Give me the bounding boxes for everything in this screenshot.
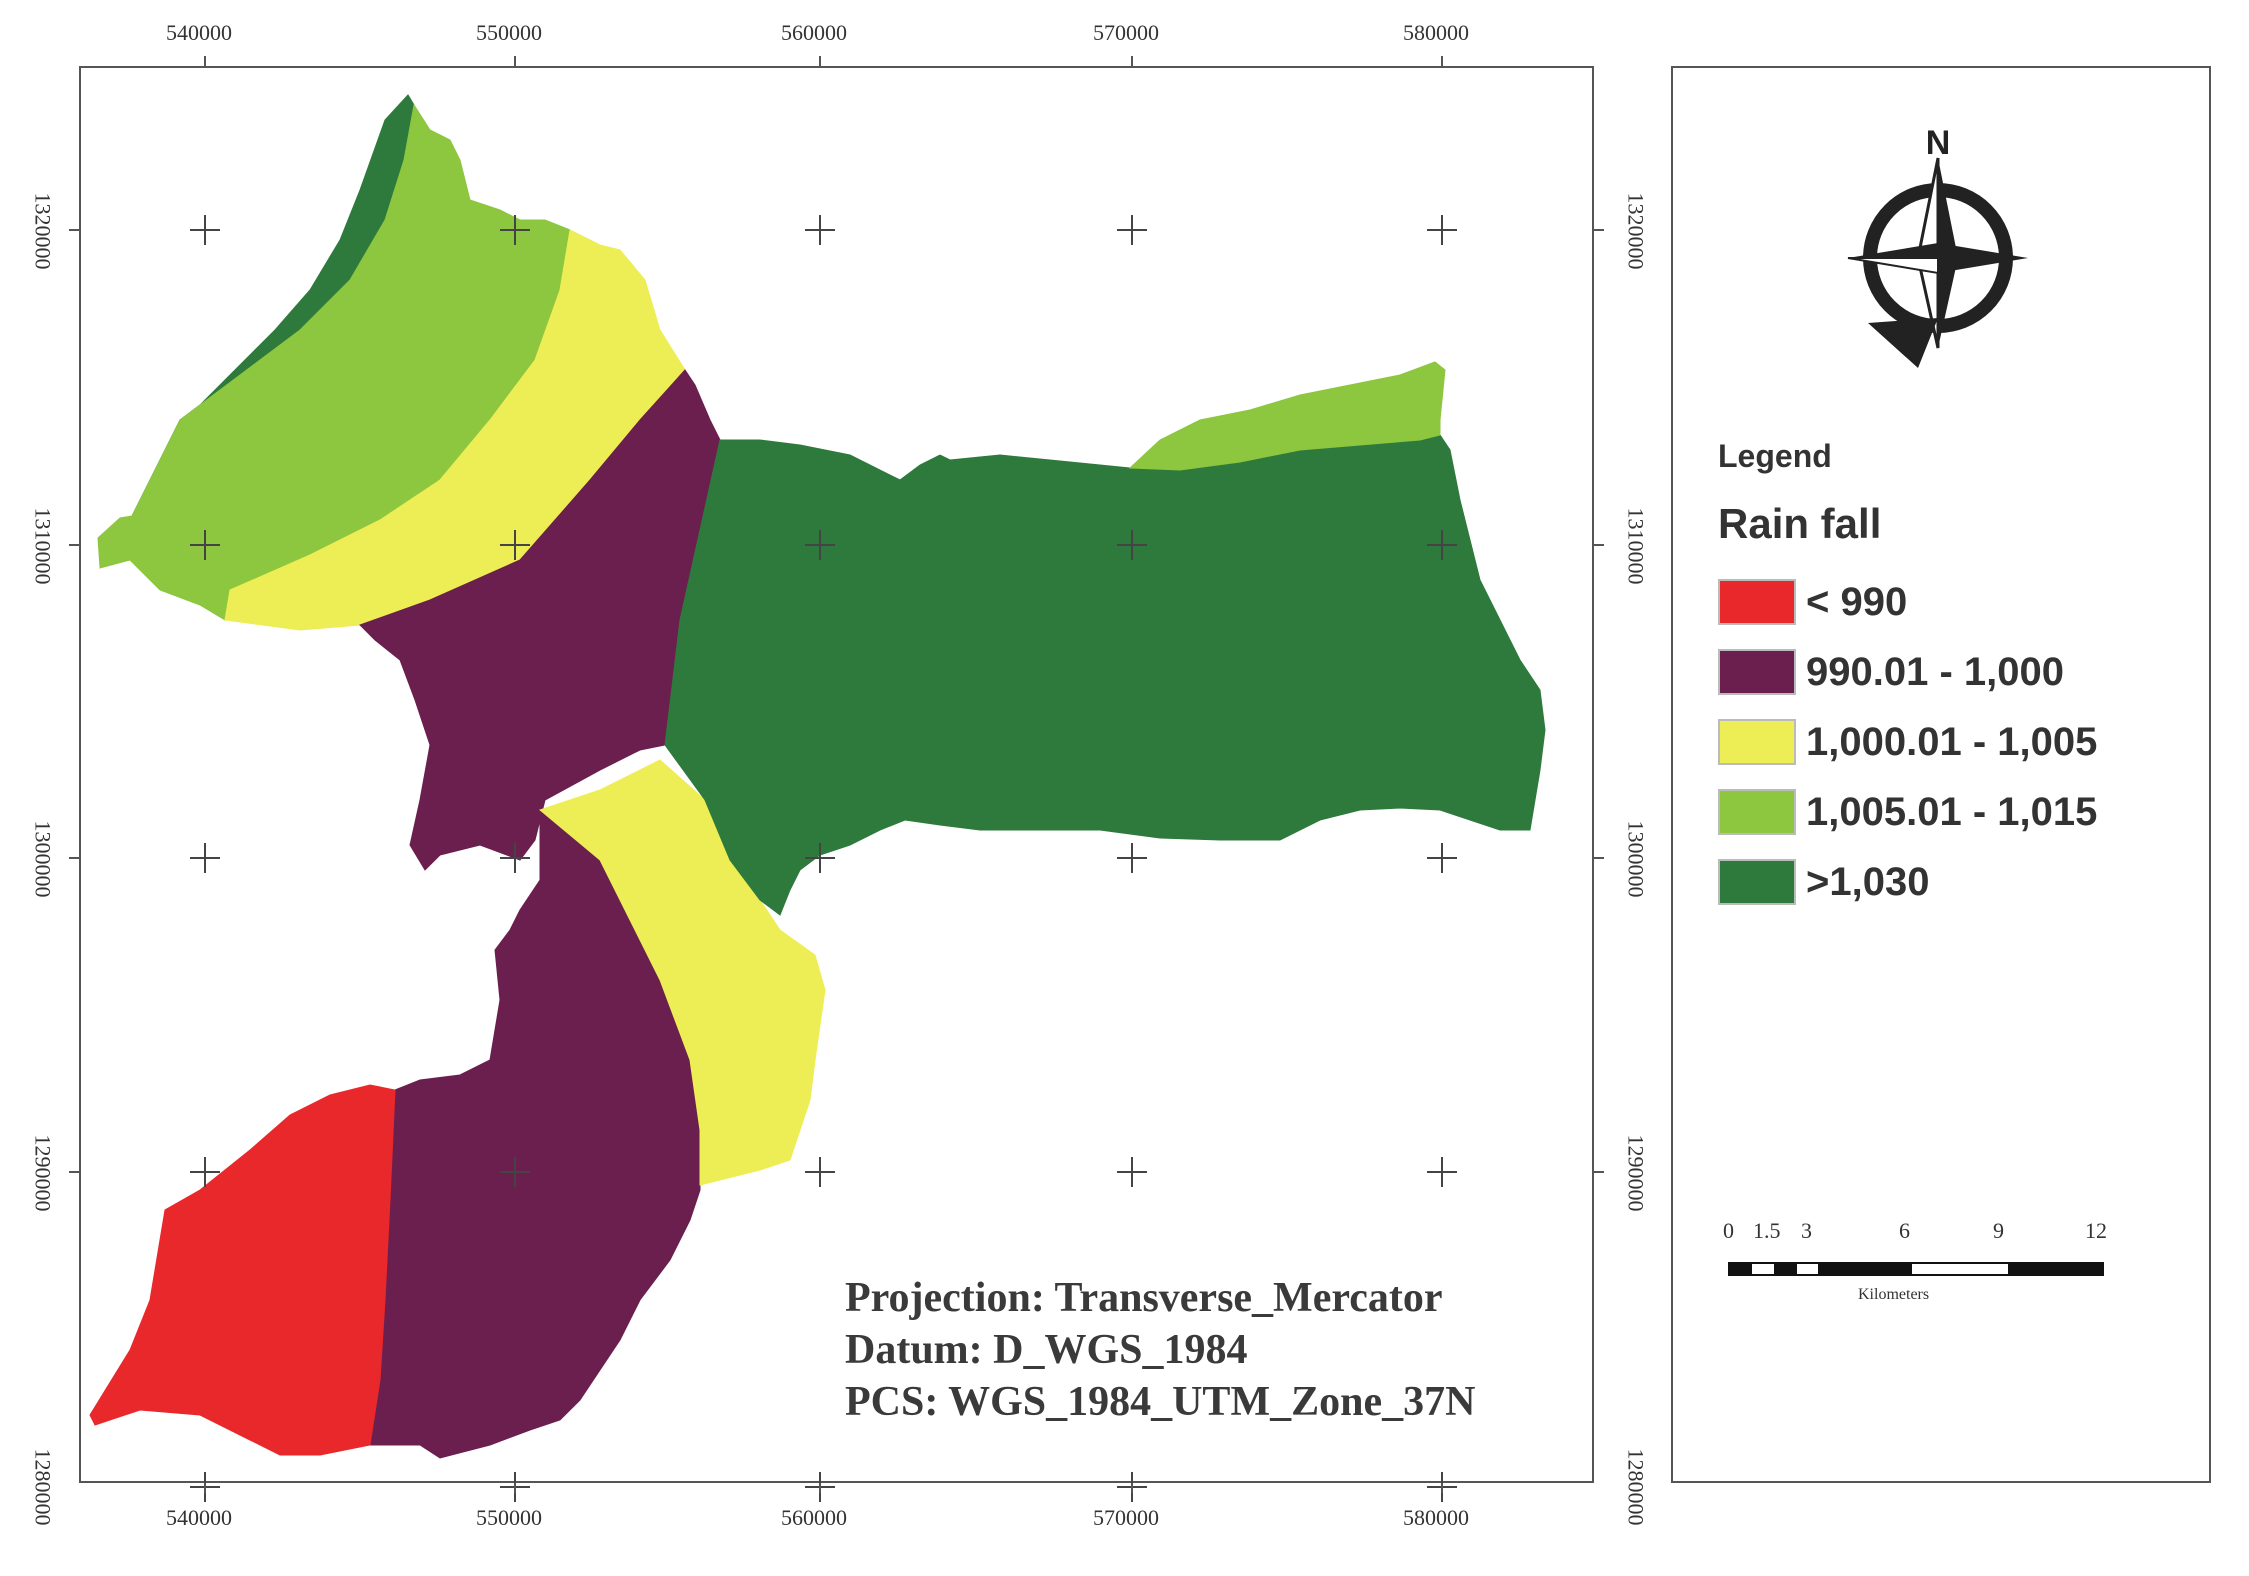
x-tick-top-580000: 580000 bbox=[1403, 20, 1469, 45]
y-tick-right-1280000: 1280000 bbox=[1623, 1448, 1649, 1526]
zone-990-1000-central bbox=[359, 369, 721, 871]
x-tick-top-570000: 570000 bbox=[1093, 20, 1159, 45]
scale-unit: Kilometers bbox=[1858, 1286, 1930, 1303]
scale-label-0: 0 bbox=[1723, 1218, 1734, 1243]
scale-label-9: 9 bbox=[1993, 1218, 2004, 1243]
legend-item: 1,005.01 - 1,015 bbox=[1718, 786, 2097, 838]
legend-swatch bbox=[1718, 789, 1796, 835]
y-tick-left-1290000: 1290000 bbox=[30, 1134, 56, 1212]
x-tick-bottom-550000: 550000 bbox=[476, 1505, 542, 1530]
datum-line: Datum: D_WGS_1984 bbox=[845, 1327, 1248, 1373]
legend-title: Rain fall bbox=[1718, 500, 1882, 547]
legend-label: 990.01 - 1,000 bbox=[1806, 649, 2064, 694]
y-tick-left-1300000: 1300000 bbox=[30, 820, 56, 898]
north-letter: N bbox=[1926, 124, 1951, 162]
legend-label: 1,005.01 - 1,015 bbox=[1806, 789, 2098, 834]
scale-label-6: 6 bbox=[1899, 1218, 1910, 1243]
legend-swatch bbox=[1718, 859, 1796, 905]
scale-bar bbox=[1728, 1262, 2104, 1276]
legend-item: >1,030 bbox=[1718, 856, 1929, 908]
legend-label: 1,000.01 - 1,005 bbox=[1806, 719, 2098, 764]
legend-label: < 990 bbox=[1806, 579, 1908, 624]
projection-line: Projection: Transverse_Mercator bbox=[845, 1275, 1443, 1321]
x-tick-top-540000: 540000 bbox=[166, 20, 232, 45]
y-tick-right-1300000: 1300000 bbox=[1623, 820, 1649, 898]
zone-gt1030-east bbox=[664, 434, 1546, 916]
legend-label: >1,030 bbox=[1806, 859, 1930, 904]
x-tick-bottom-540000: 540000 bbox=[166, 1505, 232, 1530]
legend-item: 1,000.01 - 1,005 bbox=[1718, 716, 2097, 768]
y-tick-left-1280000: 1280000 bbox=[30, 1448, 56, 1526]
projection-info: Projection: Transverse_Mercator Datum: D… bbox=[845, 1272, 1475, 1428]
scale-label-1-5: 1.5 bbox=[1753, 1218, 1781, 1243]
y-tick-left-1320000: 1320000 bbox=[30, 192, 56, 270]
x-tick-bottom-570000: 570000 bbox=[1093, 1505, 1159, 1530]
x-tick-top-560000: 560000 bbox=[781, 20, 847, 45]
legend-swatch bbox=[1718, 579, 1796, 625]
y-tick-right-1320000: 1320000 bbox=[1623, 192, 1649, 270]
legend-swatch bbox=[1718, 719, 1796, 765]
x-tick-bottom-580000: 580000 bbox=[1403, 1505, 1469, 1530]
north-arrow-icon: N bbox=[1847, 124, 2028, 368]
scale-label-12: 12 bbox=[2085, 1218, 2107, 1243]
y-tick-right-1310000: 1310000 bbox=[1623, 507, 1649, 585]
scale-label-3: 3 bbox=[1801, 1218, 1812, 1243]
legend-item: 990.01 - 1,000 bbox=[1718, 646, 2064, 698]
legend-panel: N Legend Rain fall < 990 990.01 - 1,000 … bbox=[1671, 66, 2211, 1483]
legend-swatch bbox=[1718, 649, 1796, 695]
x-tick-bottom-560000: 560000 bbox=[781, 1505, 847, 1530]
pcs-line: PCS: WGS_1984_UTM_Zone_37N bbox=[845, 1379, 1476, 1425]
legend-heading: Legend bbox=[1718, 438, 1832, 474]
y-tick-left-1310000: 1310000 bbox=[30, 507, 56, 585]
axis-ticks bbox=[69, 56, 1604, 1493]
y-tick-right-1290000: 1290000 bbox=[1623, 1134, 1649, 1212]
x-tick-top-550000: 550000 bbox=[476, 20, 542, 45]
legend-item: < 990 bbox=[1718, 576, 1907, 628]
zone-lt990-southwest bbox=[89, 1084, 396, 1456]
zone-1005-1015-northeast bbox=[1128, 361, 1446, 471]
